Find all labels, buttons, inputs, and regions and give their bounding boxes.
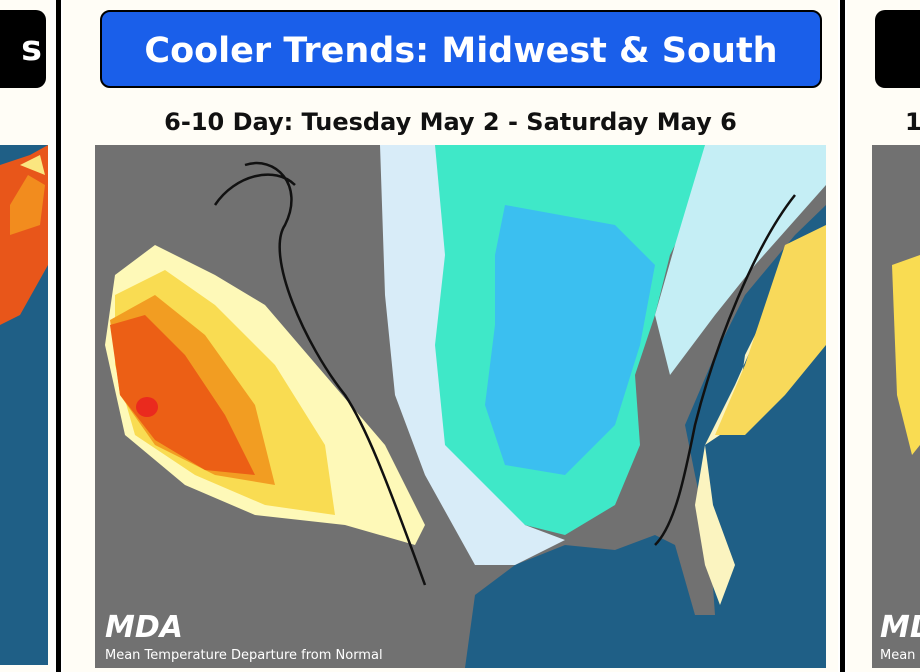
left-panel: s <box>0 0 50 672</box>
center-panel: Cooler Trends: Midwest & South 6-10 Day:… <box>63 0 838 672</box>
panel-subtitle: 6-10 Day: Tuesday May 2 - Saturday May 6 <box>164 108 737 136</box>
panel-title <box>875 10 920 88</box>
divider <box>840 0 845 672</box>
map: MDA Mean <box>872 145 920 668</box>
map-caption: Mean <box>880 648 915 663</box>
map: MDA Mean Temperature Departure from Norm… <box>95 145 826 668</box>
logo: MDA <box>105 610 183 645</box>
panel-title: s <box>0 10 46 88</box>
map-caption: Mean Temperature Departure from Normal <box>105 648 383 663</box>
panel-title-text: s <box>21 29 42 69</box>
divider <box>56 0 61 672</box>
panel-subtitle: 1 <box>905 108 920 136</box>
logo: MDA <box>880 610 920 645</box>
panel-title: Cooler Trends: Midwest & South <box>100 10 822 88</box>
right-panel: 1 MDA Mean <box>847 0 920 672</box>
map <box>0 145 48 665</box>
